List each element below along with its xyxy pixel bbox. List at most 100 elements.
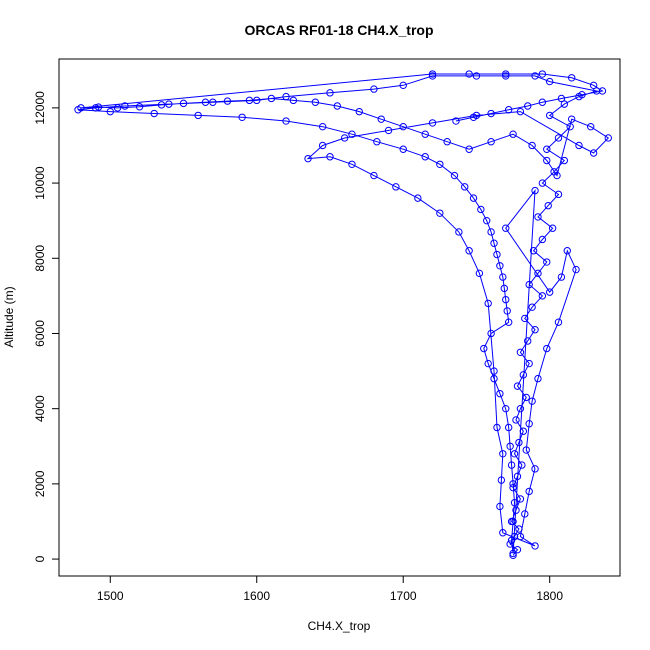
data-point [519,371,528,379]
data-point [326,89,334,97]
y-tick-label: 8000 [33,245,47,272]
data-point [493,250,501,259]
data-point [507,536,516,544]
data-point [522,393,530,402]
data-point [589,149,598,157]
data-point [370,85,378,93]
data-point [487,109,495,118]
data-point [499,529,507,537]
y-tick-label: 2000 [33,470,47,497]
data-point [121,102,129,110]
data-point [538,179,547,187]
data-point [318,122,327,131]
data-point [513,545,522,554]
data-point [223,97,232,105]
data-point [465,247,473,255]
data-point [521,510,529,518]
data-point [544,201,552,210]
data-point [428,119,437,127]
data-point [513,472,522,481]
data-point [428,70,437,78]
y-tick-label: 4000 [33,395,47,422]
data-point [519,427,528,435]
data-point [477,205,485,214]
data-point [528,141,536,150]
data-point [560,100,569,108]
data-point [509,517,517,526]
data-point [518,461,526,469]
x-tick-label: 1800 [536,589,563,603]
data-point [399,145,407,153]
data-point [521,314,529,323]
data-point [553,171,561,180]
data-point [484,359,492,368]
data-point [493,423,501,432]
data-point [578,91,586,99]
data-point [340,134,349,142]
data-point [507,461,516,469]
data-point [490,367,498,375]
data-point [567,115,576,123]
data-point [538,70,547,78]
data-point [524,337,532,345]
data-point [333,102,342,110]
data-point [392,183,400,191]
data-point [428,72,437,80]
data-point [201,98,210,106]
x-axis: 1500 1600 1700 1800 [97,575,563,603]
data-point [355,107,363,116]
data-point [506,442,514,450]
data-point [245,96,254,105]
data-point [502,295,510,304]
data-point [490,374,498,383]
plot-area [74,70,612,560]
data-point [502,70,510,78]
x-axis-label: CH4.X_trop [308,619,371,633]
y-tick-label: 6000 [33,320,47,347]
data-point [510,450,519,458]
data-point [436,160,444,168]
data-point [509,551,517,560]
data-point [490,239,498,247]
data-point [528,397,536,405]
data-point [165,100,173,108]
data-point [91,104,100,112]
data-point [304,154,312,163]
data-point [502,404,510,413]
data-point [503,307,511,315]
data-point [500,284,508,293]
data-point [452,117,460,125]
data-point [513,382,522,390]
data-point [598,87,607,95]
data-point [531,465,539,473]
data-point [524,102,532,110]
data-point [106,107,114,116]
data-point [516,348,525,356]
x-tick-label: 1600 [243,589,270,603]
data-point [548,224,557,232]
data-point [472,72,481,80]
data-point [238,113,246,121]
y-axis: 0 2000 4000 6000 8000 10000 12000 [33,91,60,562]
chart-title: ORCAS RF01-18 CH4.X_trop [244,22,433,38]
data-point [525,487,533,496]
data-point [575,141,583,150]
data-point [414,194,422,202]
data-point [567,74,576,82]
data-point [496,262,504,270]
data-point [483,216,491,225]
data-point [496,502,504,511]
data-point [529,247,538,255]
y-tick-label: 0 [33,555,47,562]
data-point [566,122,574,131]
data-point [504,318,513,326]
data-point [484,299,492,308]
data-point [496,389,504,398]
data-point [318,141,327,150]
data-point [531,72,539,80]
data-point [563,247,571,255]
data-point [94,103,103,111]
data-point [421,130,429,138]
data-point [560,156,569,165]
data-point [554,318,563,326]
